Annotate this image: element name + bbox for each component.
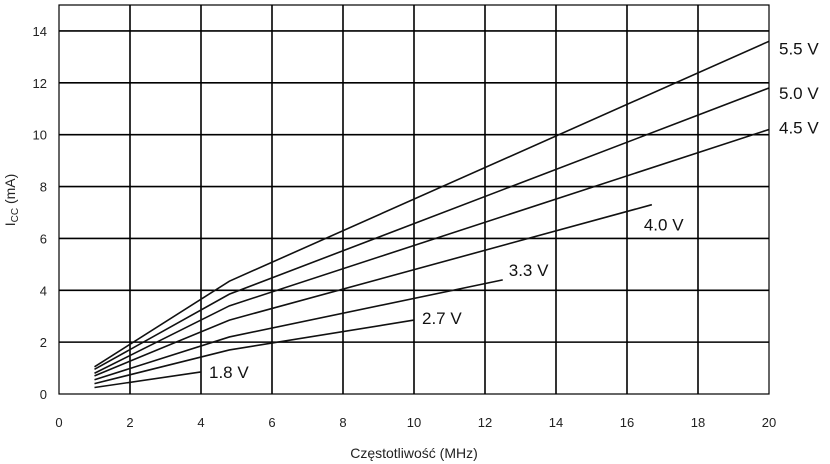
x-tick-label-2: 2: [126, 415, 133, 430]
y-axis-title-sub: CC: [10, 208, 21, 222]
series-label-3-3-v: 3.3 V: [509, 261, 549, 280]
series-label-4-5-v: 4.5 V: [779, 118, 819, 137]
x-tick-label-18: 18: [691, 415, 705, 430]
x-tick-label-20: 20: [762, 415, 776, 430]
series-line-5-5-v: [94, 40, 770, 368]
series-line-4-0-v: [94, 203, 653, 377]
y-tick-label-14: 14: [33, 24, 47, 39]
series-label-5-0-v: 5.0 V: [779, 84, 819, 103]
x-axis-title: Częstotliwość (MHz): [350, 445, 478, 461]
x-tick-label-14: 14: [549, 415, 563, 430]
series-line-5-0-v: [94, 87, 770, 371]
y-tick-label-2: 2: [40, 335, 47, 350]
series-lines: [94, 40, 770, 389]
series-line-4-5-v: [94, 128, 770, 374]
y-axis-title: ICC (mA): [2, 174, 21, 227]
y-tick-label-4: 4: [40, 283, 47, 298]
x-tick-label-16: 16: [620, 415, 634, 430]
x-tick-label-8: 8: [339, 415, 346, 430]
series-line-2-7-v: [94, 319, 415, 385]
y-tick-label-6: 6: [40, 231, 47, 246]
plot-frame: [58, 4, 770, 395]
x-tick-label-0: 0: [55, 415, 62, 430]
grid: [59, 5, 769, 394]
x-tick-label-6: 6: [268, 415, 275, 430]
series-line-1-8-v: [94, 371, 202, 389]
series-label-1-8-v: 1.8 V: [209, 363, 249, 382]
y-tick-label-10: 10: [33, 128, 47, 143]
y-tick-label-8: 8: [40, 180, 47, 195]
y-axis-title-main: I: [2, 222, 18, 226]
x-tick-labels: 0 2 4 6 8 10 12 14 16 18 20: [55, 415, 776, 430]
x-tick-label-10: 10: [407, 415, 421, 430]
y-tick-label-12: 12: [33, 76, 47, 91]
series-label-2-7-v: 2.7 V: [422, 309, 462, 328]
series-label-5-5-v: 5.5 V: [779, 39, 819, 58]
y-axis-title-unit: (mA): [2, 174, 18, 208]
x-tick-label-12: 12: [478, 415, 492, 430]
x-tick-label-4: 4: [197, 415, 204, 430]
series-label-4-0-v: 4.0 V: [644, 216, 684, 235]
y-tick-label-0: 0: [40, 387, 47, 402]
y-tick-labels: 0 2 4 6 8 10 12 14: [33, 24, 47, 402]
series-line-3-3-v: [94, 279, 503, 381]
series-labels: 1.8 V 2.7 V 3.3 V 4.0 V 4.5 V 5.0 V 5.5 V: [209, 39, 819, 382]
